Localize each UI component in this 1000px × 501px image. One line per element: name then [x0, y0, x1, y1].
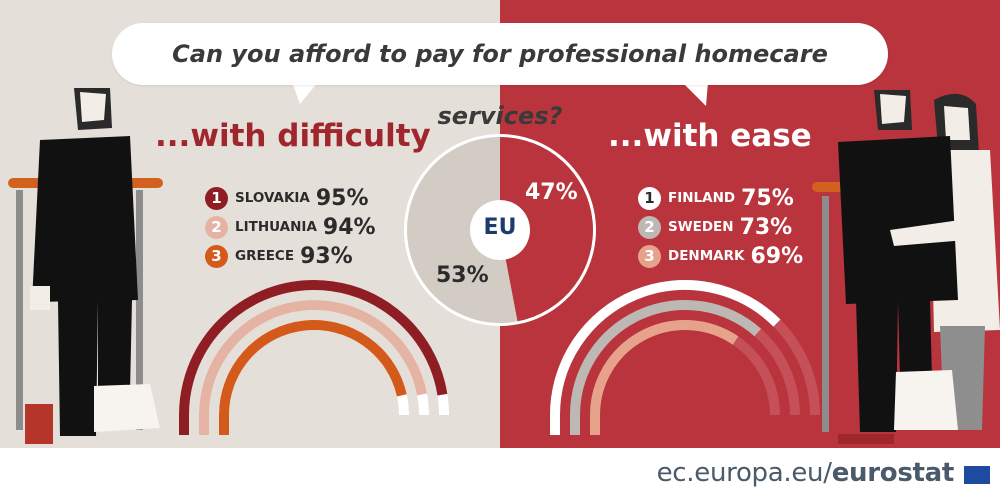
difficulty-slice-label: 53% — [436, 263, 489, 288]
ease-rank-row: 2 SWEDEN 73% — [638, 213, 792, 241]
ease-heading: ...with ease — [608, 118, 812, 154]
footer — [0, 448, 1000, 501]
question-bubble — [112, 23, 888, 85]
rank-value: 69% — [750, 243, 804, 269]
difficulty-arc-slovakia — [179, 280, 448, 416]
rank-value: 73% — [739, 214, 793, 240]
man-and-caregiver-icon — [812, 90, 1000, 444]
rank-country: SWEDEN — [668, 219, 734, 235]
donut-slice-difficulty — [407, 137, 518, 323]
rank-badge: 2 — [638, 215, 661, 239]
chart-title: Can you afford to pay for professional h… — [172, 40, 828, 130]
bubble-tail-left — [292, 82, 318, 104]
rank-value: 94% — [322, 214, 376, 240]
man-with-crutches-icon — [8, 88, 163, 444]
rank-country: LITHUANIA — [235, 219, 317, 235]
eu-label: EU — [483, 215, 517, 240]
ease-slice-label: 47% — [525, 180, 578, 205]
rank-country: GREECE — [235, 248, 295, 264]
eu-donut-chart — [404, 134, 596, 326]
rank-badge: 2 — [205, 215, 228, 239]
illustration-layer — [8, 82, 1000, 444]
rank-badge: 1 — [638, 186, 661, 210]
difficulty-track — [219, 320, 409, 416]
donut-slice-ease — [500, 137, 594, 322]
ease-rank-row: 3 DENMARK 69% — [638, 242, 803, 270]
rank-country: DENMARK — [668, 248, 745, 264]
rank-value: 75% — [741, 185, 794, 211]
bubble-tail-right — [682, 82, 708, 106]
difficulty-arc-lithuania — [199, 300, 427, 416]
difficulty-rank-row: 3 GREECE 93% — [205, 242, 353, 270]
rank-country: SLOVAKIA — [235, 190, 310, 206]
ease-arc-denmark — [590, 320, 739, 416]
footer-brand: eurostat — [831, 458, 955, 488]
difficulty-heading: ...with difficulty — [155, 118, 431, 154]
difficulty-arcs — [179, 280, 449, 435]
rank-country: FINLAND — [668, 190, 736, 206]
difficulty-rank-row: 1 SLOVAKIA 95% — [205, 184, 369, 212]
difficulty-arc-greece — [219, 320, 407, 416]
ease-arc-sweden — [570, 300, 762, 416]
eurostat-link[interactable]: ec.europa.eu/eurostat — [656, 458, 955, 488]
donut-hole — [470, 200, 530, 260]
rank-badge: 3 — [638, 244, 661, 268]
difficulty-rank-row: 2 LITHUANIA 94% — [205, 213, 376, 241]
rank-value: 95% — [315, 185, 369, 211]
rank-badge: 1 — [205, 186, 228, 210]
rank-value: 93% — [300, 243, 353, 269]
ease-arc-finland — [550, 280, 781, 416]
footer-domain: ec.europa.eu/ — [656, 458, 832, 488]
eu-flag-icon — [964, 466, 990, 484]
ease-arcs — [550, 280, 820, 435]
ease-track — [590, 320, 780, 416]
rank-badge: 3 — [205, 244, 228, 268]
ease-rank-row: 1 FINLAND 75% — [638, 184, 794, 212]
